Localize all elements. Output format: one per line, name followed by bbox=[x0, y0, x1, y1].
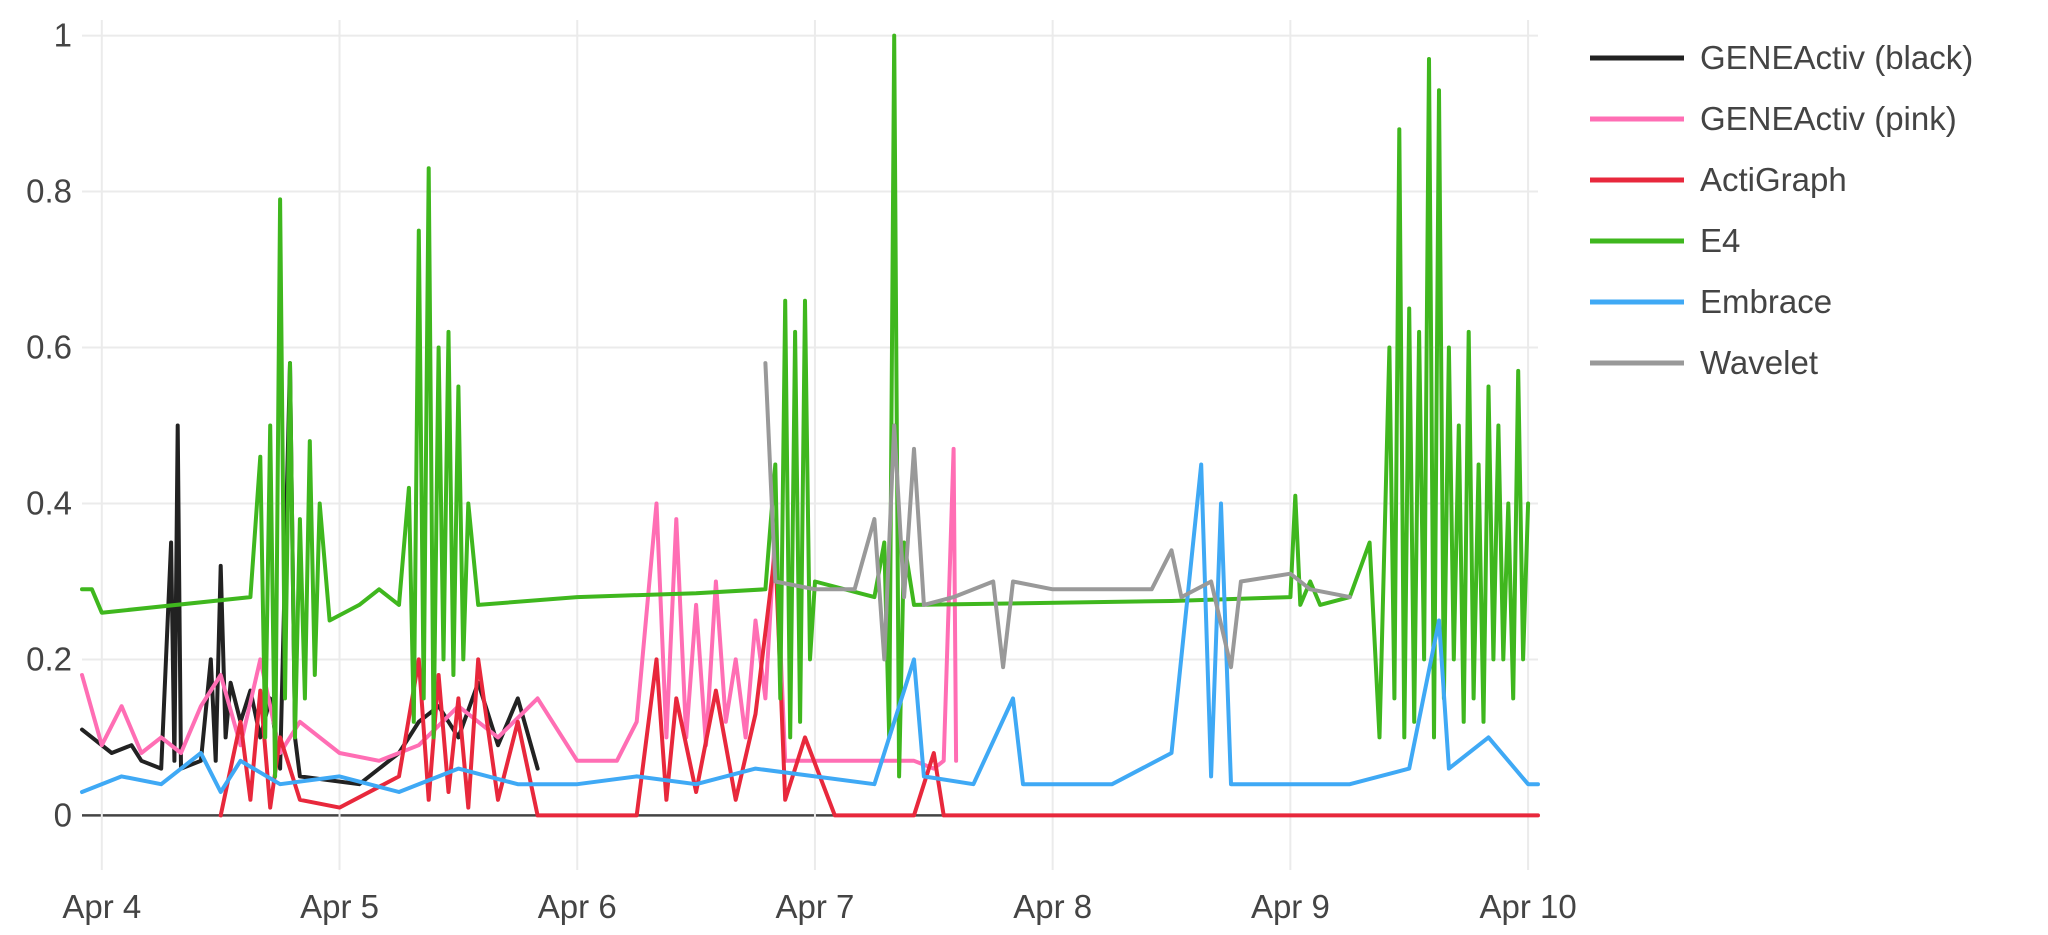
legend-label: Embrace bbox=[1700, 283, 1832, 320]
y-tick-label: 1 bbox=[54, 17, 72, 54]
legend-label: GENEActiv (pink) bbox=[1700, 100, 1957, 137]
plot-area bbox=[80, 33, 1540, 818]
y-tick-label: 0.2 bbox=[26, 640, 72, 677]
legend-item-e4[interactable]: E4 bbox=[1590, 222, 1740, 259]
x-tick-label: Apr 10 bbox=[1479, 888, 1576, 925]
y-axis-tick-labels: 0 0.2 0.4 0.6 0.8 1 bbox=[26, 17, 72, 834]
x-tick-label: Apr 9 bbox=[1251, 888, 1330, 925]
legend-label: E4 bbox=[1700, 222, 1740, 259]
y-tick-label: 0.8 bbox=[26, 173, 72, 210]
series-line-geneactiv-pink bbox=[80, 446, 959, 771]
legend-label: ActiGraph bbox=[1700, 161, 1847, 198]
legend-item-geneactiv-black[interactable]: GENEActiv (black) bbox=[1590, 39, 1973, 76]
series-line-geneactiv-black bbox=[80, 361, 540, 787]
x-axis-tick-labels: Apr 4 Apr 5 Apr 6 Apr 7 Apr 8 Apr 9 Apr 10 bbox=[62, 888, 1576, 925]
x-tick-label: Apr 6 bbox=[538, 888, 617, 925]
x-tick-label: Apr 4 bbox=[62, 888, 141, 925]
grid bbox=[82, 20, 1538, 870]
legend-item-geneactiv-pink[interactable]: GENEActiv (pink) bbox=[1590, 100, 1957, 137]
x-tick-label: Apr 7 bbox=[776, 888, 855, 925]
legend-item-actigraph[interactable]: ActiGraph bbox=[1590, 161, 1847, 198]
legend-label: Wavelet bbox=[1700, 344, 1818, 381]
legend-item-embrace[interactable]: Embrace bbox=[1590, 283, 1832, 320]
series-line-wavelet bbox=[763, 361, 1352, 670]
x-tick-label: Apr 8 bbox=[1013, 888, 1092, 925]
legend-item-wavelet[interactable]: Wavelet bbox=[1590, 344, 1818, 381]
legend[interactable]: GENEActiv (black) GENEActiv (pink) ActiGra… bbox=[1590, 39, 1973, 381]
series-line-embrace bbox=[80, 462, 1540, 794]
series-line-e4 bbox=[80, 33, 1531, 779]
x-tick-label: Apr 5 bbox=[300, 888, 379, 925]
legend-label: GENEActiv (black) bbox=[1700, 39, 1973, 76]
y-tick-label: 0.6 bbox=[26, 329, 72, 366]
y-tick-label: 0 bbox=[54, 796, 72, 833]
series-line-actigraph bbox=[218, 548, 1540, 818]
y-tick-label: 0.4 bbox=[26, 484, 72, 521]
